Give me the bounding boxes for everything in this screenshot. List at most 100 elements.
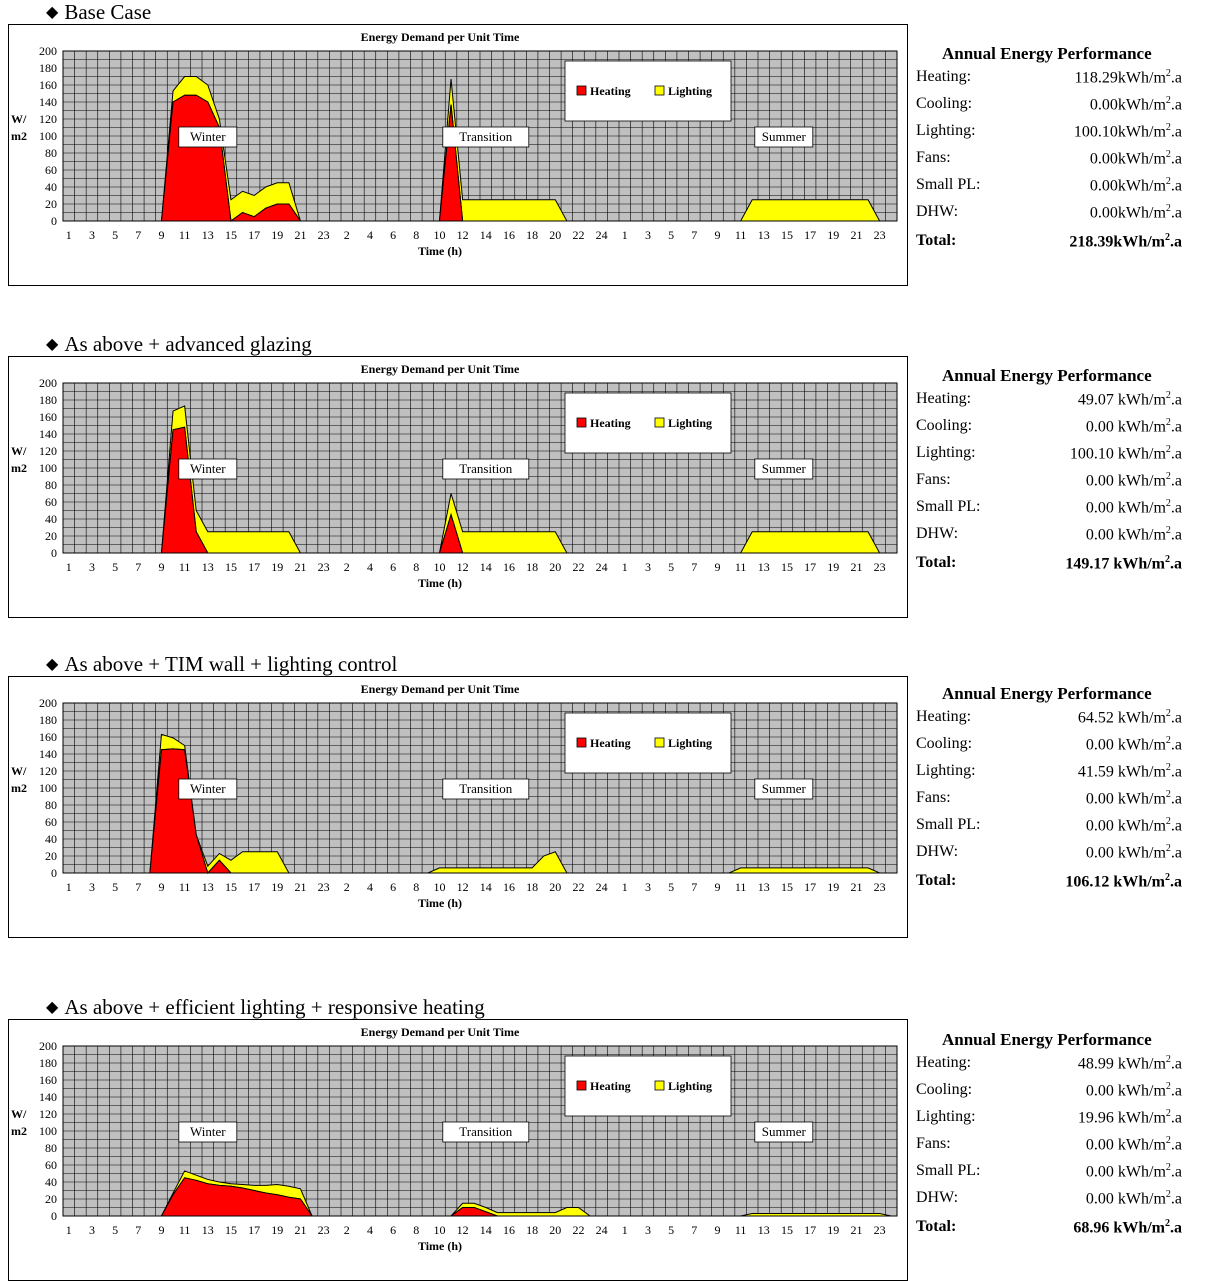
x-tick-label: 6 [390,560,396,574]
x-tick-label: 9 [158,228,164,242]
period-label: Winter [178,1121,238,1143]
y-tick-label: 160 [39,730,57,744]
performance-row: Lighting: 100.10kWh/m2.a [916,122,1186,148]
x-tick-label: 23 [874,880,886,894]
period-label-text: Summer [762,781,807,796]
performance-label: Lighting: [916,122,976,139]
unit-superscript: 2 [1165,872,1170,883]
performance-value-number: 0.00 kWh/m [1085,736,1166,754]
period-label: Summer [754,1121,814,1143]
x-tick-label: 23 [318,1223,330,1237]
legend-box [564,392,732,454]
y-tick-label: 200 [39,44,57,58]
unit-superscript: 2 [1165,417,1171,428]
performance-label: Fans: [916,1135,951,1152]
annual-performance-panel: Annual Energy Performance Heating: 48.99 k… [916,1030,1216,1250]
y-axis-label-unit: m2 [11,461,27,475]
annual-performance-panel: Annual Energy Performance Heating: 49.07 k… [916,366,1216,586]
unit-superscript: 2 [1165,498,1171,509]
y-axis-label-unit: m2 [11,129,27,143]
x-tick-label: 15 [781,880,793,894]
y-tick-label: 80 [45,1141,57,1155]
y-axis-label: W/ [11,1107,27,1121]
legend-swatch-lighting [654,737,665,748]
performance-row: Lighting: 41.59 kWh/m2.a [916,762,1186,788]
legend-label-lighting: Lighting [668,736,712,750]
x-tick-label: 13 [202,1223,214,1237]
x-tick-label: 9 [714,1223,720,1237]
performance-value: 118.29kWh/m2.a [1074,68,1182,87]
x-tick-label: 14 [480,880,492,894]
legend-label-heating: Heating [590,84,631,98]
performance-value-number: 0.00 kWh/m [1085,472,1166,490]
x-tick-label: 4 [367,228,373,242]
x-tick-label: 1 [66,228,72,242]
performance-unit-tail: .a [1170,844,1182,862]
x-tick-label: 16 [503,560,515,574]
x-axis-label: Time (h) [418,576,462,590]
performance-label: Total: [916,554,957,571]
unit-superscript: 2 [1165,122,1171,133]
performance-unit-tail: .a [1170,555,1182,573]
chart-title: Energy Demand per Unit Time [361,30,520,44]
x-tick-label: 18 [526,880,538,894]
x-tick-label: 20 [549,1223,561,1237]
performance-label: Small PL: [916,816,981,833]
performance-label: DHW: [916,203,959,220]
performance-value: 0.00 kWh/m2.a [1086,417,1182,436]
unit-superscript: 2 [1165,1135,1171,1146]
performance-value-number: 68.96 kWh/m [1073,1219,1165,1237]
performance-label: Cooling: [916,417,973,434]
performance-unit-tail: .a [1170,1109,1182,1127]
performance-value: 0.00kWh/m2.a [1090,95,1182,114]
x-tick-label: 5 [668,228,674,242]
performance-value-number: 218.39kWh/m [1069,233,1165,251]
performance-unit-tail: .a [1170,472,1182,490]
period-label-box [442,126,530,148]
y-tick-label: 200 [39,376,57,390]
case-heading: ◆ As above + efficient lighting + respons… [46,995,485,1020]
period-label-box [754,126,814,148]
performance-row: DHW: 0.00 kWh/m2.a [916,1189,1186,1215]
unit-superscript: 2 [1165,816,1171,827]
performance-value: 0.00 kWh/m2.a [1086,525,1182,544]
unit-superscript: 2 [1165,444,1171,455]
x-tick-label: 1 [66,1223,72,1237]
performance-value: 0.00 kWh/m2.a [1086,843,1182,862]
y-tick-label: 60 [45,163,57,177]
x-tick-label: 7 [135,880,141,894]
y-tick-label: 100 [39,129,57,143]
x-tick-label: 11 [735,1223,747,1237]
performance-value-number: 0.00 kWh/m [1085,418,1166,436]
x-tick-label: 5 [668,880,674,894]
performance-value-number: 100.10kWh/m [1073,123,1166,141]
y-tick-label: 80 [45,146,57,160]
legend-swatch-lighting [654,417,665,428]
performance-row: Lighting: 19.96 kWh/m2.a [916,1108,1186,1134]
y-tick-label: 140 [39,95,57,109]
performance-unit-tail: .a [1170,499,1182,517]
x-tick-label: 11 [179,880,191,894]
x-tick-label: 9 [158,1223,164,1237]
x-tick-label: 2 [344,880,350,894]
performance-value-number: 0.00kWh/m [1089,96,1166,114]
performance-row: Small PL: 0.00 kWh/m2.a [916,498,1186,524]
case-section: ◆ As above + efficient lighting + respons… [0,955,1216,1281]
performance-value-number: 0.00kWh/m [1089,177,1166,195]
y-tick-label: 20 [45,197,57,211]
period-label-text: Winter [190,1124,226,1139]
x-tick-label: 12 [457,228,469,242]
performance-value: 100.10kWh/m2.a [1074,122,1182,141]
x-tick-label: 7 [135,1223,141,1237]
x-tick-label: 19 [271,560,283,574]
performance-value-number: 48.99 kWh/m [1077,1055,1166,1073]
unit-superscript: 2 [1165,1189,1171,1200]
x-tick-label: 2 [344,560,350,574]
chart-frame: Energy Demand per Unit Time 0 20 40 60 80 100 1… [8,1019,908,1281]
period-label-text: Transition [459,129,512,144]
performance-title: Annual Energy Performance [942,44,1152,63]
unit-superscript: 2 [1165,95,1171,106]
y-tick-label: 0 [51,546,57,560]
legend-box [564,1055,732,1117]
performance-value: 49.07 kWh/m2.a [1078,390,1182,409]
